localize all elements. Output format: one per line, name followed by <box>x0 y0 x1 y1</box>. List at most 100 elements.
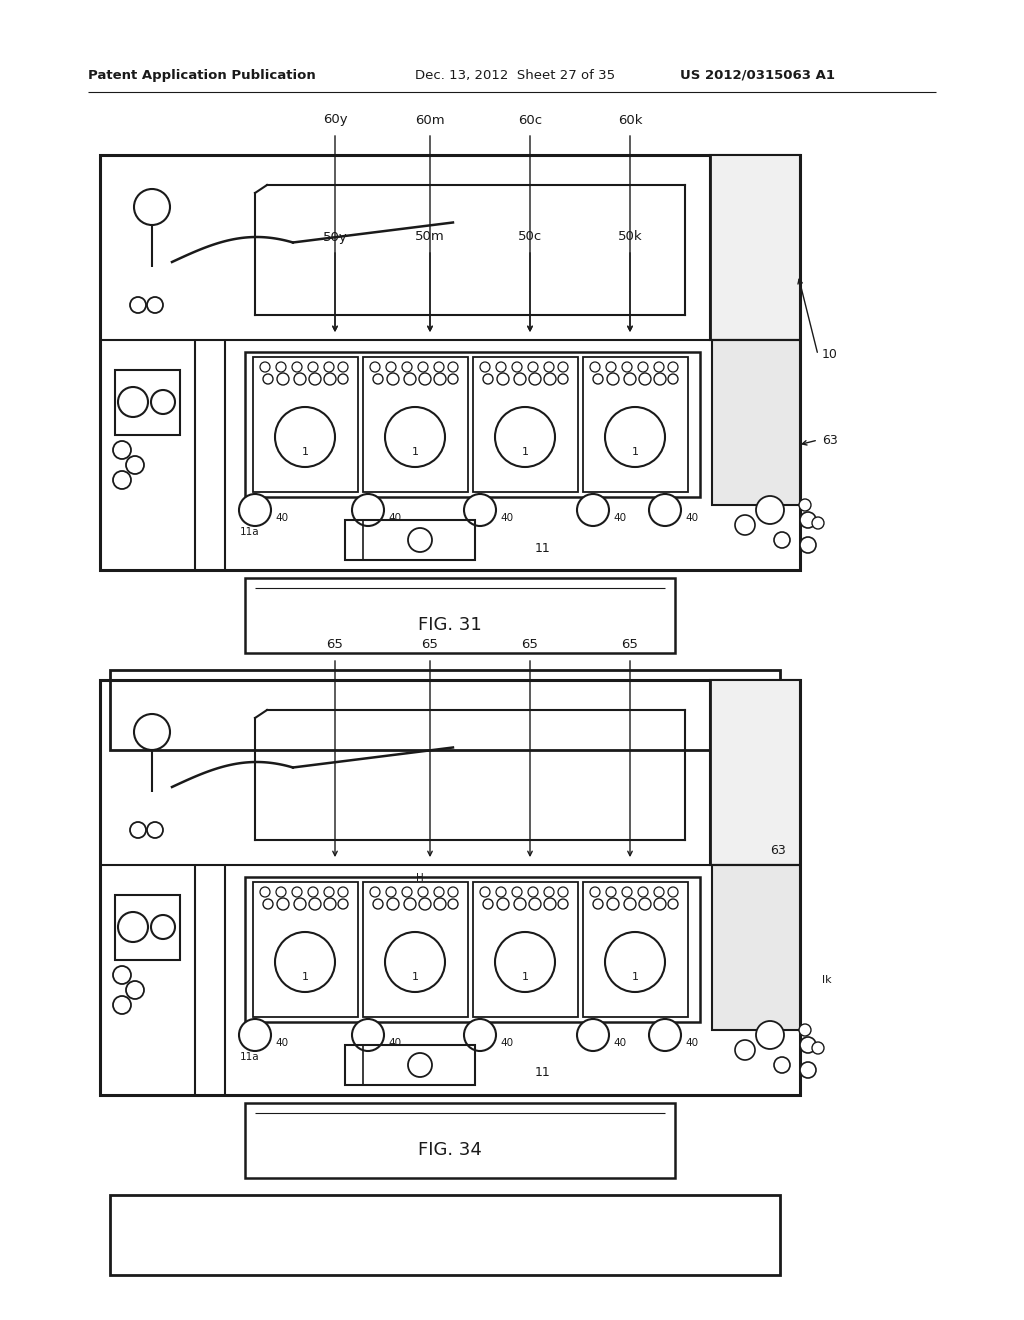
Text: FIG. 31: FIG. 31 <box>418 616 482 634</box>
Text: 63: 63 <box>770 843 785 857</box>
Bar <box>110 671 780 750</box>
Circle shape <box>483 899 493 909</box>
Bar <box>345 1045 475 1085</box>
Text: 11: 11 <box>535 541 551 554</box>
Circle shape <box>558 887 568 898</box>
Circle shape <box>622 887 632 898</box>
Circle shape <box>668 899 678 909</box>
Bar <box>253 882 358 1016</box>
Bar <box>345 520 475 560</box>
Circle shape <box>275 407 335 467</box>
Circle shape <box>147 822 163 838</box>
Circle shape <box>668 374 678 384</box>
Bar <box>100 680 800 1096</box>
Circle shape <box>529 374 541 385</box>
Text: 10: 10 <box>822 348 838 362</box>
Circle shape <box>309 374 321 385</box>
Bar <box>253 356 358 492</box>
Circle shape <box>338 887 348 898</box>
Circle shape <box>434 374 446 385</box>
Bar <box>583 882 688 1016</box>
Text: 1: 1 <box>632 447 639 457</box>
Circle shape <box>113 997 131 1014</box>
Circle shape <box>544 898 556 909</box>
Circle shape <box>147 297 163 313</box>
Circle shape <box>402 362 412 372</box>
Circle shape <box>338 362 348 372</box>
Text: Patent Application Publication: Patent Application Publication <box>88 69 315 82</box>
Circle shape <box>294 898 306 909</box>
Circle shape <box>151 389 175 414</box>
Circle shape <box>756 1020 784 1049</box>
Circle shape <box>404 374 416 385</box>
Bar <box>245 1104 675 1177</box>
Circle shape <box>606 362 616 372</box>
Text: 65: 65 <box>622 639 638 652</box>
Text: 11a: 11a <box>241 527 260 537</box>
Circle shape <box>480 887 490 898</box>
Circle shape <box>449 374 458 384</box>
Circle shape <box>126 455 144 474</box>
Circle shape <box>590 887 600 898</box>
Text: 11: 11 <box>535 1067 551 1080</box>
Text: 50k: 50k <box>617 231 642 243</box>
Text: 50c: 50c <box>518 231 542 243</box>
Circle shape <box>373 899 383 909</box>
Circle shape <box>292 362 302 372</box>
Circle shape <box>654 898 666 909</box>
Circle shape <box>118 912 148 942</box>
Circle shape <box>496 362 506 372</box>
Circle shape <box>352 1019 384 1051</box>
Circle shape <box>130 297 146 313</box>
Circle shape <box>496 887 506 898</box>
Circle shape <box>606 887 616 898</box>
Circle shape <box>386 887 396 898</box>
Circle shape <box>263 374 273 384</box>
Circle shape <box>308 887 318 898</box>
Circle shape <box>434 362 444 372</box>
Circle shape <box>130 822 146 838</box>
Circle shape <box>774 1057 790 1073</box>
Text: 40: 40 <box>613 513 626 523</box>
Circle shape <box>434 887 444 898</box>
Circle shape <box>544 362 554 372</box>
Text: lk: lk <box>822 975 831 985</box>
Circle shape <box>309 898 321 909</box>
Text: 40: 40 <box>388 1038 401 1048</box>
Circle shape <box>292 887 302 898</box>
Text: H: H <box>416 873 424 883</box>
Circle shape <box>735 1040 755 1060</box>
Circle shape <box>373 374 383 384</box>
Circle shape <box>418 362 428 372</box>
Circle shape <box>544 374 556 385</box>
Circle shape <box>370 362 380 372</box>
Bar <box>115 370 180 436</box>
Text: 60c: 60c <box>518 114 542 127</box>
Circle shape <box>774 532 790 548</box>
Bar <box>710 154 800 341</box>
Circle shape <box>276 362 286 372</box>
Circle shape <box>278 374 289 385</box>
Text: 1: 1 <box>412 972 419 982</box>
Circle shape <box>151 915 175 939</box>
Text: US 2012/0315063 A1: US 2012/0315063 A1 <box>680 69 835 82</box>
Text: FIG. 34: FIG. 34 <box>418 1140 482 1159</box>
Circle shape <box>812 517 824 529</box>
Text: 65: 65 <box>327 639 343 652</box>
Circle shape <box>512 887 522 898</box>
Circle shape <box>126 981 144 999</box>
Circle shape <box>134 189 170 224</box>
Text: 40: 40 <box>275 1038 288 1048</box>
Text: 60y: 60y <box>323 114 347 127</box>
Circle shape <box>800 537 816 553</box>
Circle shape <box>275 932 335 993</box>
Circle shape <box>624 374 636 385</box>
Circle shape <box>113 471 131 488</box>
Circle shape <box>529 898 541 909</box>
Circle shape <box>605 932 665 993</box>
Circle shape <box>260 887 270 898</box>
Circle shape <box>497 898 509 909</box>
Circle shape <box>324 374 336 385</box>
Circle shape <box>387 898 399 909</box>
Circle shape <box>649 1019 681 1051</box>
